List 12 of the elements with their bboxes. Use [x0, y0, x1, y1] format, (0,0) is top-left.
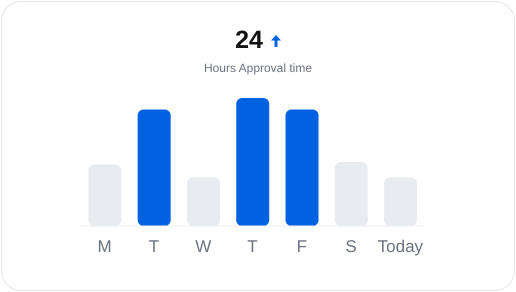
x-tick-label: T — [247, 237, 258, 256]
chart-title: 24 — [235, 26, 263, 54]
x-tick-label: T — [148, 237, 160, 256]
x-tick-label: M — [98, 237, 112, 256]
chart-subtitle: Hours Approval time — [202, 61, 314, 75]
bar — [236, 98, 270, 226]
x-tick-label: F — [296, 237, 307, 256]
x-tick-label: W — [195, 237, 212, 256]
x-tick-label: S — [345, 237, 357, 256]
bar — [138, 110, 171, 226]
x-tick-label: Today — [378, 237, 424, 256]
bar — [286, 110, 319, 226]
